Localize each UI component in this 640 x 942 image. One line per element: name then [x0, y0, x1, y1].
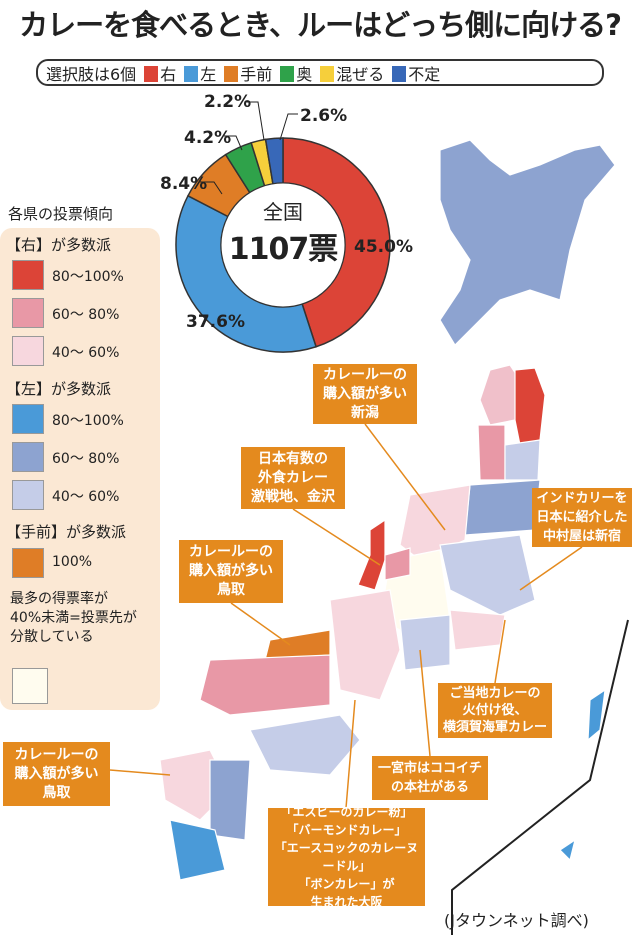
pct-undecided: 2.6%	[300, 106, 348, 126]
callout-kanazawa: 日本有数の 外食カレー 激戦地、金沢	[241, 447, 345, 509]
pct-front: 8.4%	[160, 174, 208, 194]
kagoshima	[169, 819, 226, 881]
callout-ichinomiya: 一宮市はココイチ の本社がある	[372, 756, 488, 800]
okinawa-divider	[451, 619, 629, 935]
okinawa	[587, 688, 606, 742]
pct-left: 37.6%	[186, 312, 245, 332]
aichi	[399, 614, 451, 671]
legend-swatch	[12, 480, 44, 510]
legend-swatch	[12, 336, 44, 366]
legend-label: 40〜 60%	[52, 489, 120, 505]
legend-label: 80〜100%	[52, 413, 124, 429]
option-back: 奥	[280, 61, 312, 85]
legend-swatch	[12, 404, 44, 434]
callout-leaders	[109, 423, 583, 809]
legend-swatch	[12, 260, 44, 290]
chugoku	[199, 654, 331, 716]
shikoku	[249, 714, 361, 776]
legend-heading-front: 【手前】が多数派	[6, 523, 127, 541]
option-left: 左	[184, 61, 216, 85]
okinawa-south	[559, 838, 576, 862]
pct-right: 45.0%	[354, 237, 413, 257]
option-front: 手前	[224, 61, 272, 85]
option-undecided: 不定	[392, 61, 440, 85]
option-mix: 混ぜる	[320, 61, 384, 85]
source-credit: (Jタウンネット調べ)	[444, 911, 589, 930]
callout-yokosuka: ご当地カレーの 火付け役、 横須賀海軍カレー	[438, 683, 552, 738]
tokai	[449, 609, 506, 651]
legend-heading-right: 【右】が多数派	[6, 236, 112, 254]
legend-label: 80〜100%	[52, 269, 124, 285]
options-legend: 選択肢は6個 右 左 手前 奥 混ぜる 不定	[36, 59, 604, 86]
legend-title: 各県の投票傾向	[8, 205, 114, 223]
donut-hole	[220, 182, 346, 308]
legend-swatch	[12, 298, 44, 328]
legend-heading-left: 【左】が多数派	[6, 380, 112, 398]
ishikawa	[357, 518, 386, 591]
legend-swatch	[12, 548, 44, 578]
callout-nakamuraya: インドカリーを 日本に紹介した 中村屋は新宿	[532, 488, 632, 547]
legend-swatch	[12, 442, 44, 472]
legend-swatch-dispersed	[12, 668, 48, 704]
legend-label: 40〜 60%	[52, 345, 120, 361]
legend-panel: 【右】が多数派 80〜100% 60〜 80% 40〜 60% 【左】が多数派 …	[0, 228, 160, 710]
callout-osaka: 「エスビーのカレー粉」 「バーモンドカレー」 「エースコックのカレーヌードル」 …	[268, 805, 425, 909]
option-right: 右	[144, 61, 176, 85]
kyushu-east	[209, 759, 251, 841]
callout-tottori: カレールーの 購入額が多い 鳥取	[179, 540, 283, 603]
kanto	[439, 534, 536, 616]
kinki	[329, 589, 401, 701]
legend-dispersed-text: 最多の得票率が 40%未満=投票先が 分散している	[10, 591, 137, 645]
hokkaido	[439, 139, 616, 346]
donut-center-title: 全国	[263, 200, 303, 224]
options-label: 選択肢は6個	[46, 64, 137, 84]
page-title: カレーを食べるとき、ルーはどっち側に向ける?	[19, 8, 622, 42]
legend-label: 60〜 80%	[52, 451, 120, 467]
callout-niigata: カレールーの 購入額が多い 新潟	[313, 364, 417, 424]
pct-back: 4.2%	[184, 128, 232, 148]
toyama	[384, 547, 411, 581]
donut-center-value: 1107票	[228, 232, 339, 267]
pct-mix: 2.2%	[204, 92, 252, 112]
callout-tottori-2: カレールーの 購入額が多い 鳥取	[3, 742, 110, 806]
legend-label: 100%	[52, 554, 93, 570]
legend-label: 60〜 80%	[52, 307, 120, 323]
